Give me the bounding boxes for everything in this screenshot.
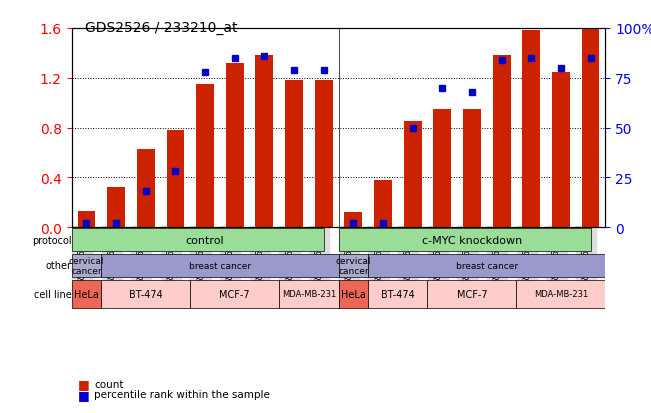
Text: MDA-MB-231: MDA-MB-231 <box>534 290 588 299</box>
Text: BT-474: BT-474 <box>129 289 163 299</box>
Text: HeLa: HeLa <box>341 289 366 299</box>
Text: breast cancer: breast cancer <box>189 261 251 270</box>
Text: control: control <box>186 235 225 245</box>
Bar <box>522 31 540 228</box>
Text: other: other <box>46 261 72 271</box>
Text: c-MYC knockdown: c-MYC knockdown <box>422 235 522 245</box>
FancyBboxPatch shape <box>72 229 324 252</box>
Bar <box>196 85 214 228</box>
FancyBboxPatch shape <box>102 280 190 308</box>
Bar <box>107 188 125 228</box>
Bar <box>77 211 95 228</box>
Text: BT-474: BT-474 <box>381 289 415 299</box>
Text: protocol: protocol <box>32 235 72 245</box>
FancyBboxPatch shape <box>102 254 339 277</box>
FancyBboxPatch shape <box>72 254 102 277</box>
FancyBboxPatch shape <box>190 280 279 308</box>
FancyBboxPatch shape <box>72 280 102 308</box>
FancyBboxPatch shape <box>339 229 590 252</box>
Bar <box>339 29 368 228</box>
Bar <box>552 72 570 228</box>
Bar <box>404 122 422 228</box>
FancyBboxPatch shape <box>279 280 339 308</box>
Bar <box>315 81 333 228</box>
FancyBboxPatch shape <box>368 254 605 277</box>
Text: cervical
cancer: cervical cancer <box>336 256 371 275</box>
Bar <box>167 131 184 228</box>
Bar <box>493 56 510 228</box>
Text: cervical
cancer: cervical cancer <box>69 256 104 275</box>
Text: ■: ■ <box>78 388 90 401</box>
FancyBboxPatch shape <box>368 280 428 308</box>
Bar <box>463 109 481 228</box>
Text: cell line: cell line <box>34 289 72 299</box>
Bar <box>344 213 362 228</box>
Bar <box>255 56 273 228</box>
Bar <box>374 180 392 228</box>
Bar <box>582 29 600 228</box>
Text: HeLa: HeLa <box>74 289 99 299</box>
FancyBboxPatch shape <box>428 280 516 308</box>
Bar <box>226 64 243 228</box>
Text: percentile rank within the sample: percentile rank within the sample <box>94 389 270 399</box>
Bar <box>285 81 303 228</box>
Text: breast cancer: breast cancer <box>456 261 518 270</box>
Text: MDA-MB-231: MDA-MB-231 <box>282 290 336 299</box>
Bar <box>434 109 451 228</box>
Text: MCF-7: MCF-7 <box>219 289 250 299</box>
FancyBboxPatch shape <box>339 280 368 308</box>
Text: count: count <box>94 379 124 389</box>
FancyBboxPatch shape <box>516 280 605 308</box>
FancyBboxPatch shape <box>339 254 368 277</box>
Text: ■: ■ <box>78 377 90 391</box>
Bar <box>137 149 155 228</box>
Text: MCF-7: MCF-7 <box>456 289 488 299</box>
Text: GDS2526 / 233210_at: GDS2526 / 233210_at <box>85 21 237 35</box>
